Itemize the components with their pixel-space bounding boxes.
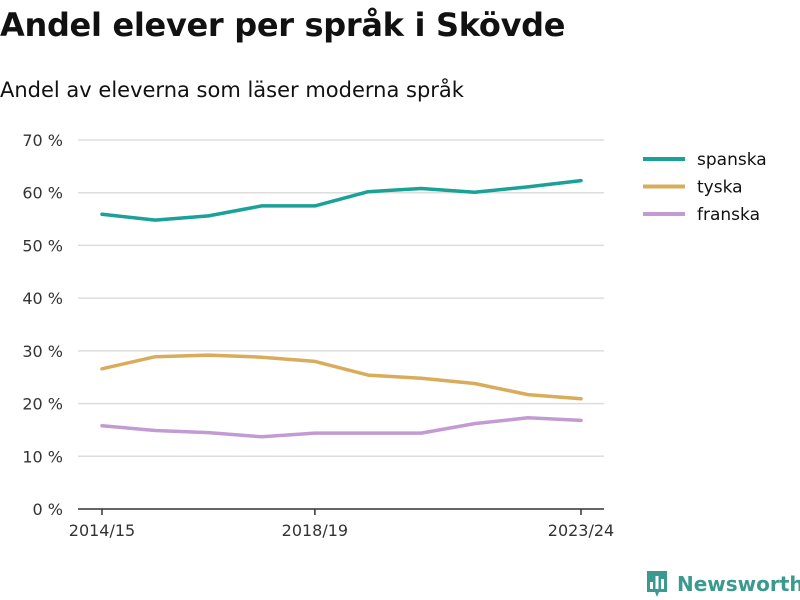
bar-chart-logo-icon bbox=[647, 571, 667, 597]
x-tick-label: 2023/24 bbox=[548, 521, 614, 540]
series-line-spanska bbox=[100, 178, 583, 222]
x-tick-label: 2014/15 bbox=[69, 521, 135, 540]
legend-label-tyska: tyska bbox=[697, 178, 743, 198]
series-line-franska bbox=[100, 416, 583, 439]
y-tick-label: 10 % bbox=[22, 447, 63, 466]
y-tick-label: 50 % bbox=[22, 236, 63, 255]
legend-label-spanska: spanska bbox=[697, 150, 767, 170]
y-tick-label: 20 % bbox=[22, 395, 63, 414]
legend-label-franska: franska bbox=[697, 205, 760, 225]
series-line-tyska bbox=[100, 353, 583, 401]
x-tick-label: 2018/19 bbox=[282, 521, 348, 540]
y-tick-label: 40 % bbox=[22, 289, 63, 308]
y-tick-label: 0 % bbox=[33, 500, 63, 519]
y-tick-label: 60 % bbox=[22, 184, 63, 203]
y-tick-label: 70 % bbox=[22, 131, 63, 150]
series-lines bbox=[100, 178, 583, 439]
chart-subtitle: Andel av eleverna som läser moderna språ… bbox=[0, 78, 464, 102]
legend: spanska tyska franska bbox=[643, 150, 767, 225]
grid-lines bbox=[78, 139, 604, 458]
brand-logo: Newsworthy bbox=[645, 570, 800, 598]
y-axis-ticks: 0 % 10 % 20 % 30 % 40 % 50 % 60 % 70 % bbox=[22, 131, 63, 519]
y-tick-label: 30 % bbox=[22, 342, 63, 361]
chart-title: Andel elever per språk i Skövde bbox=[0, 6, 566, 44]
x-axis: 2014/15 2018/19 2023/24 bbox=[69, 508, 614, 540]
brand-name: Newsworthy bbox=[677, 572, 800, 596]
